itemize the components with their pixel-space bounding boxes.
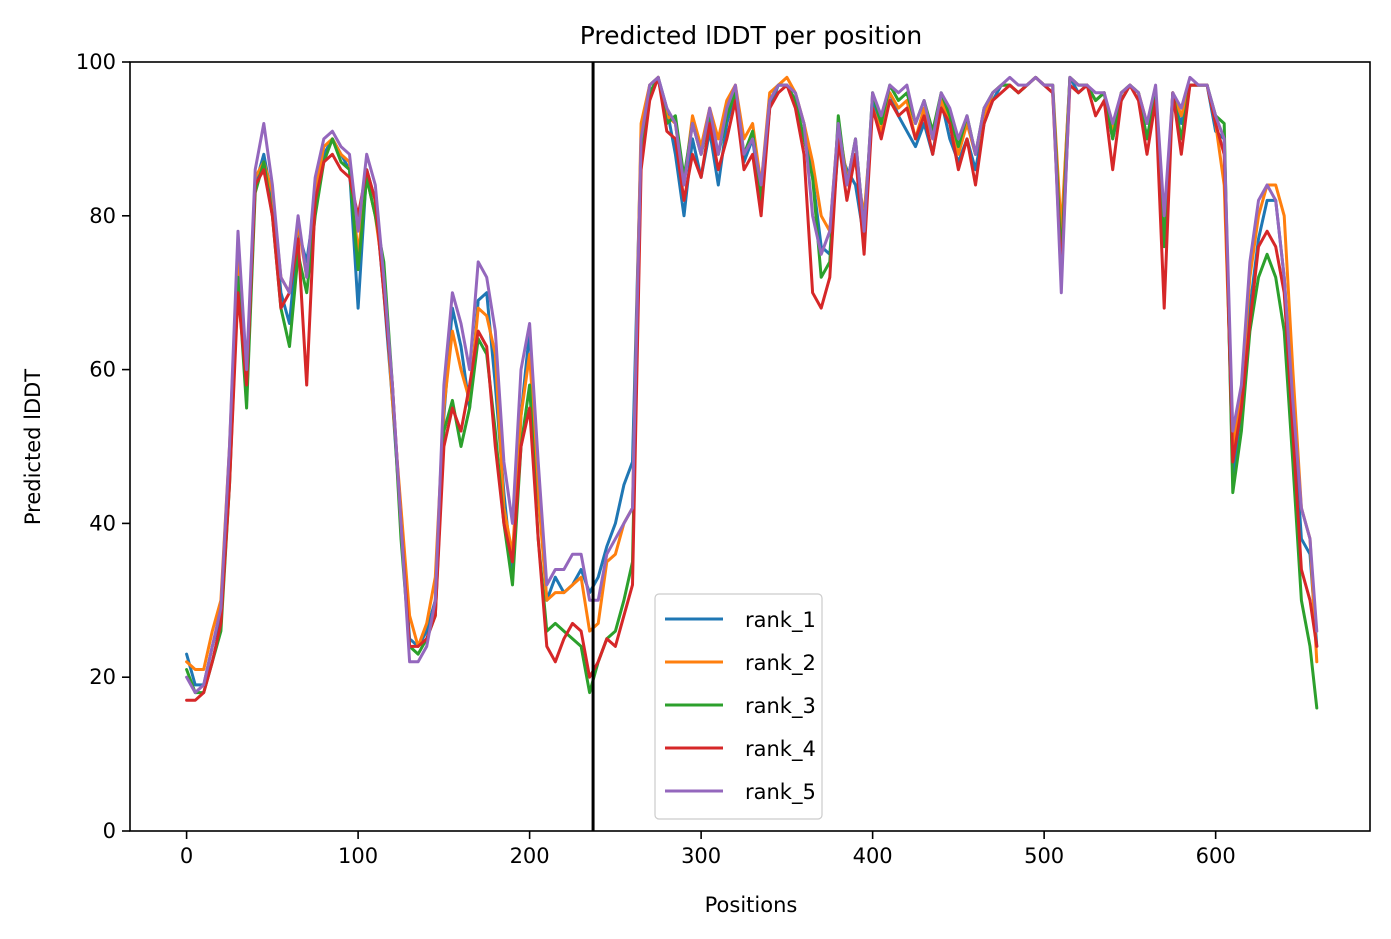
- legend: rank_1 rank_2 rank_3 rank_4 rank_5: [654, 593, 823, 820]
- y-tick-label: 80: [89, 204, 116, 228]
- x-axis-ticks: 0 100 200 300 400 500 600: [180, 831, 1236, 868]
- y-tick-label: 0: [103, 819, 116, 843]
- legend-label-4: rank_4: [745, 737, 816, 762]
- y-tick-label: 100: [76, 50, 116, 74]
- legend-label-1: rank_1: [745, 608, 816, 633]
- y-tick-label: 60: [89, 358, 116, 382]
- y-tick-label: 40: [89, 511, 116, 535]
- series-line-5: [185, 75, 1319, 695]
- legend-label-5: rank_5: [745, 780, 816, 805]
- y-axis-ticks: 0 20 40 60 80 100: [76, 50, 130, 843]
- x-tick-label: 0: [180, 844, 193, 868]
- x-axis-label: Positions: [705, 893, 798, 917]
- chart-title: Predicted lDDT per position: [580, 21, 922, 50]
- x-tick-label: 300: [681, 844, 721, 868]
- x-tick-label: 500: [1024, 844, 1064, 868]
- y-tick-label: 20: [89, 665, 116, 689]
- x-tick-label: 200: [510, 844, 550, 868]
- legend-box: [654, 593, 823, 820]
- x-tick-label: 600: [1196, 844, 1236, 868]
- x-tick-label: 100: [338, 844, 378, 868]
- series-layer: [185, 75, 1319, 710]
- x-tick-label: 400: [853, 844, 893, 868]
- legend-label-2: rank_2: [745, 651, 816, 676]
- legend-label-3: rank_3: [745, 694, 816, 719]
- y-axis-label: Predicted lDDT: [21, 369, 45, 525]
- plot-area-frame: [129, 61, 1371, 832]
